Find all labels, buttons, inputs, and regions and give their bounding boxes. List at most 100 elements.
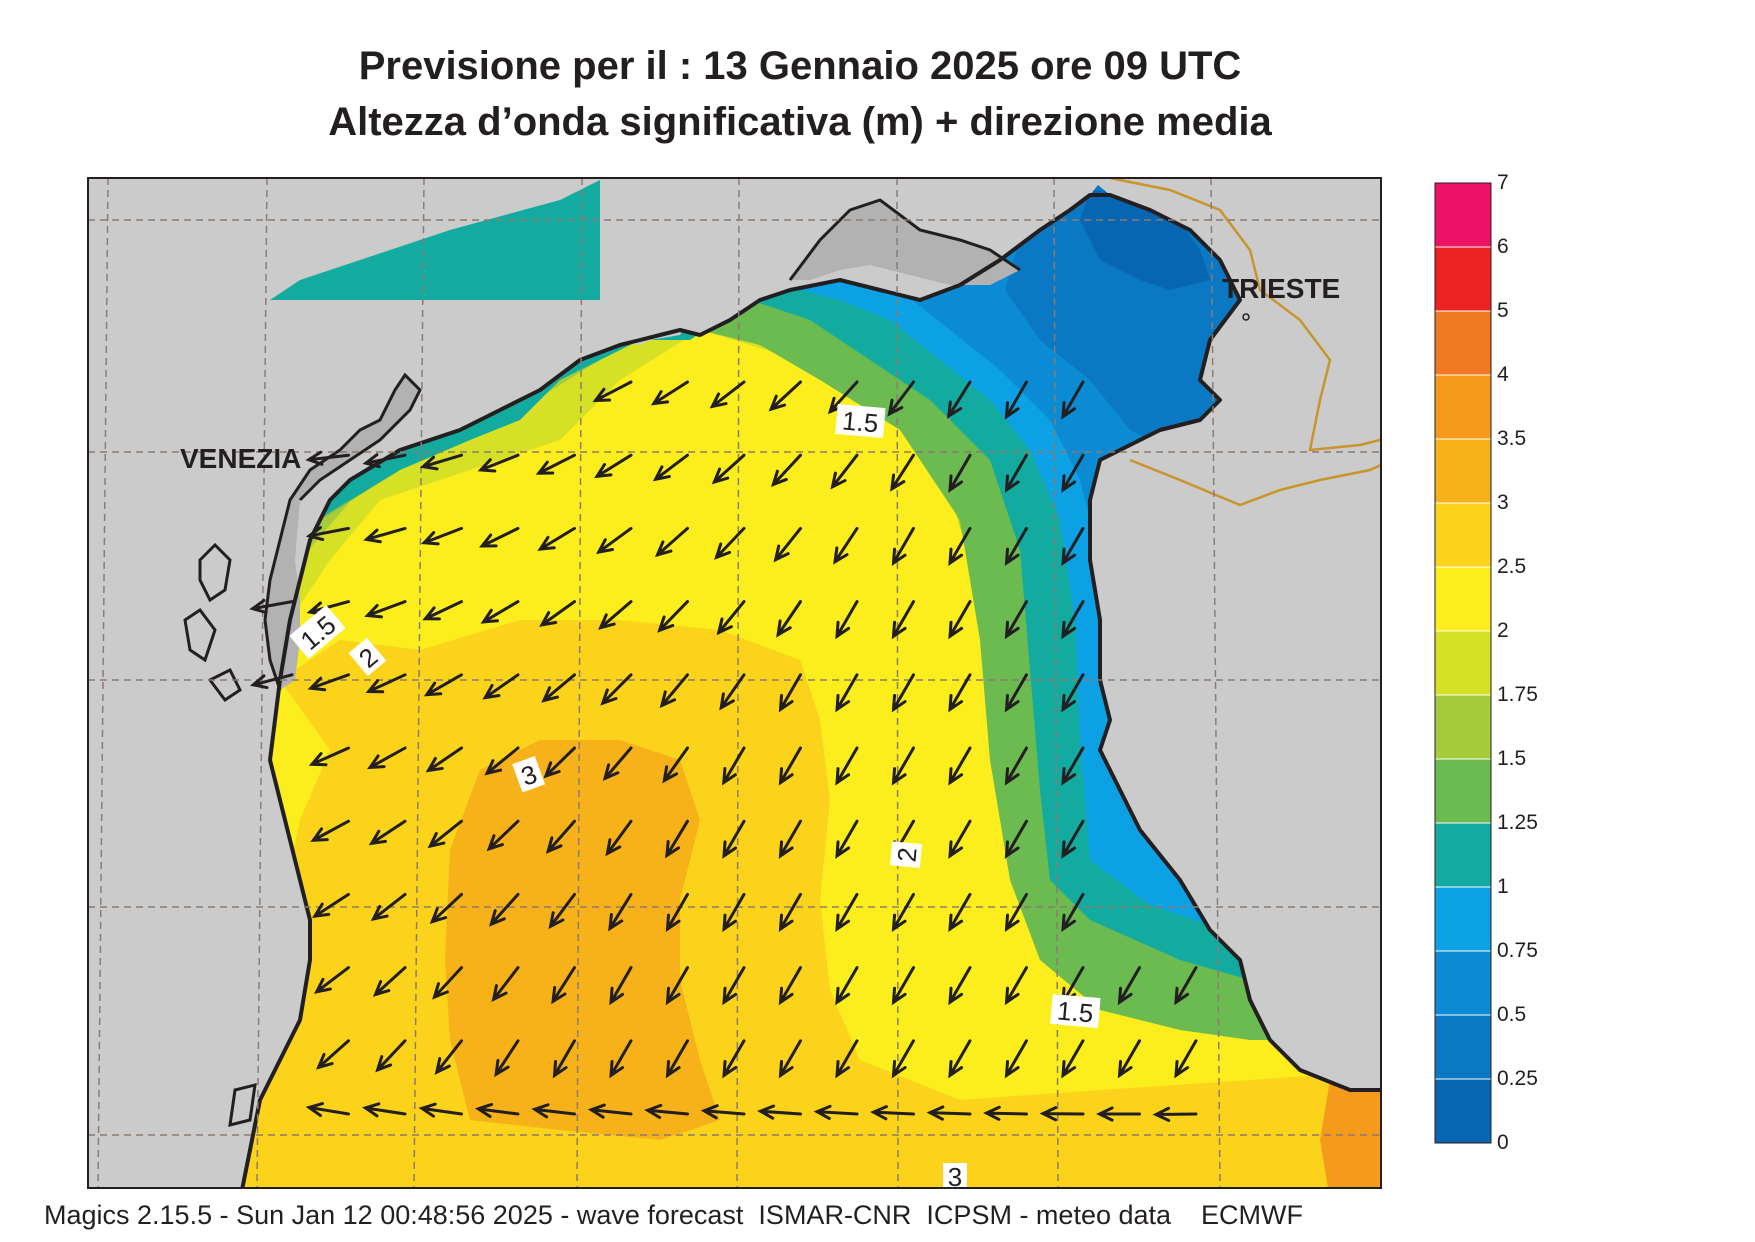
wave-arrow	[948, 1039, 972, 1079]
wave-arrow	[778, 966, 802, 1006]
venice-lagoon-land	[265, 375, 420, 690]
legend-label: 2	[1497, 619, 1509, 642]
legend-label: 1	[1497, 875, 1509, 898]
wave-arrow	[891, 526, 915, 567]
wave-arrow	[313, 966, 350, 994]
wave-arrow	[946, 380, 972, 419]
legend-swatch	[1434, 566, 1492, 632]
wave-arrow	[587, 1103, 633, 1119]
wave-arrow	[722, 746, 746, 786]
wave-arrow	[716, 600, 746, 636]
wave-arrow	[541, 673, 576, 703]
legend-label: 1.25	[1497, 811, 1538, 834]
wave-arrow	[948, 819, 972, 859]
contour-label: 3	[948, 1162, 962, 1192]
wave-arrow	[484, 746, 520, 776]
band-0	[1080, 190, 1210, 290]
wave-arrow	[305, 526, 350, 542]
wave-arrow	[1117, 966, 1141, 1006]
wave-arrow	[427, 819, 463, 849]
legend-swatch	[1434, 694, 1492, 760]
wave-arrow	[835, 600, 859, 640]
wave-arrow	[1004, 526, 1028, 567]
wave-arrow	[665, 1039, 689, 1079]
wave-arrow	[778, 819, 802, 859]
legend-label: 6	[1497, 235, 1509, 258]
wave-arrow	[948, 600, 972, 640]
wave-arrow	[308, 746, 350, 767]
wave-arrow	[362, 1102, 407, 1118]
wave-arrow	[1061, 892, 1085, 933]
wave-arrow	[316, 1039, 350, 1070]
wave-arrow	[1004, 1039, 1028, 1079]
wave-arrow	[249, 598, 294, 614]
trieste-marker	[1242, 313, 1250, 321]
wave-arrow	[891, 746, 915, 786]
wave-arrow	[891, 600, 915, 640]
wave-arrow	[778, 1039, 802, 1079]
wave-arrow	[654, 526, 689, 558]
wave-arrow	[595, 526, 633, 555]
wave-arrow	[835, 1039, 859, 1079]
wave-arrow	[657, 600, 689, 633]
wave-arrow	[423, 673, 463, 697]
wave-arrow	[548, 892, 576, 930]
wave-arrow	[665, 819, 689, 859]
wave-arrow	[537, 526, 576, 551]
wave-arrow	[835, 819, 859, 859]
wave-arrow	[1061, 746, 1085, 786]
wave-arrow	[478, 526, 520, 548]
wave-arrow	[1174, 966, 1198, 1006]
wave-arrow	[714, 526, 746, 560]
wave-arrow	[891, 1039, 915, 1079]
wave-arrow	[722, 892, 746, 933]
wave-arrow	[870, 1105, 915, 1121]
wave-arrow	[551, 966, 576, 1005]
wave-arrow	[425, 746, 463, 773]
legend-swatch	[1434, 246, 1492, 312]
wave-arrow	[1061, 453, 1085, 493]
wave-arrow	[948, 673, 972, 713]
wave-arrow	[592, 380, 633, 403]
legend-swatch	[1434, 502, 1492, 568]
wave-arrow	[494, 1039, 520, 1078]
coastline	[240, 193, 1381, 1188]
wave-arrow	[662, 746, 689, 784]
wave-arrow	[434, 1039, 463, 1075]
wave-arrow	[375, 1039, 407, 1073]
wave-arrow	[531, 1103, 576, 1119]
legend-label: 0.5	[1497, 1003, 1527, 1026]
variable-title: Altezza d’onda significativa (m) + direz…	[328, 100, 1272, 144]
band-3	[445, 740, 720, 1140]
wave-direction-arrows	[249, 380, 1198, 1122]
wave-arrow	[311, 892, 350, 918]
grado-outline	[788, 198, 1021, 281]
wave-arrow	[1096, 1106, 1141, 1122]
legend-label: 1.75	[1497, 683, 1538, 706]
wave-arrow	[711, 453, 746, 485]
italy-land	[88, 178, 700, 1188]
wave-arrow	[835, 746, 859, 786]
wave-arrow	[778, 892, 802, 933]
wave-arrow	[598, 600, 633, 630]
wave-arrow	[948, 892, 972, 933]
wave-arrow	[305, 1102, 350, 1118]
footer-credits: Magics 2.15.5 - Sun Jan 12 00:48:56 2025…	[44, 1200, 1304, 1230]
wave-arrow	[474, 1102, 520, 1119]
wave-arrow	[1004, 453, 1028, 493]
wave-arrow	[305, 450, 350, 466]
legend-swatch	[1434, 758, 1492, 824]
wave-arrow	[429, 892, 463, 925]
grado-lagoon-land	[790, 200, 1020, 285]
wave-arrow	[480, 600, 520, 624]
legend-label: 3.5	[1497, 427, 1527, 450]
wave-arrow	[1152, 1106, 1198, 1122]
wave-arrow	[835, 673, 859, 713]
wave-arrow	[372, 966, 407, 997]
wave-arrow	[887, 380, 915, 417]
wave-arrow	[418, 1102, 463, 1118]
wave-arrow	[432, 966, 463, 1000]
wave-arrow	[768, 380, 802, 412]
wave-arrow	[891, 673, 915, 713]
